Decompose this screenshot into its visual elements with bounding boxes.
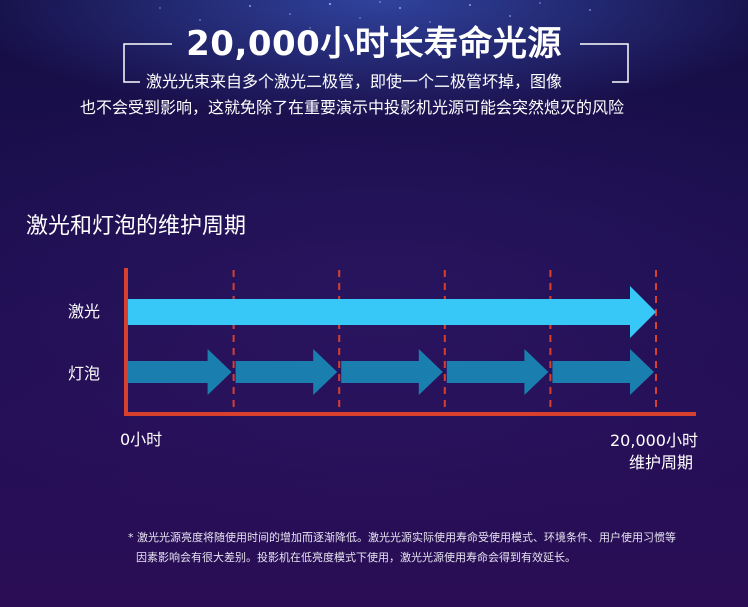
bulb-cycle-arrow bbox=[446, 349, 549, 395]
row-label-laser: 激光 bbox=[68, 302, 101, 321]
page-title: 20,000小时长寿命光源 bbox=[186, 24, 562, 64]
subtitle-line-2: 也不会受到影响，这就免除了在重要演示中投影机光源可能会突然熄灭的风险 bbox=[80, 98, 625, 117]
bulb-cycle-arrow bbox=[552, 349, 654, 395]
footnote: * 激光光源亮度将随使用时间的增加而逐渐降低。激光光源实际使用寿命受使用模式、环… bbox=[128, 528, 676, 568]
header: 20,000小时长寿命光源 激光光束来自多个激光二极管，即使一个二极管坏掉，图像… bbox=[0, 0, 748, 120]
axis-end-label-line2: 维护周期 bbox=[628, 453, 693, 472]
footnote-line-2: 因素影响会有很大差别。投影机在低亮度模式下使用，激光光源使用寿命会得到有效延长。 bbox=[136, 551, 576, 564]
footnote-line-1: * 激光光源亮度将随使用时间的增加而逐渐降低。激光光源实际使用寿命受使用模式、环… bbox=[128, 531, 676, 544]
bulb-cycle-arrow bbox=[341, 349, 443, 395]
title-frame-lines bbox=[123, 43, 629, 83]
axis-end-label: 20,000小时 维护周期 bbox=[610, 430, 698, 474]
bulb-cycle-arrow bbox=[235, 349, 338, 395]
section-title: 激光和灯泡的维护周期 bbox=[26, 214, 247, 239]
row-label-bulb: 灯泡 bbox=[68, 364, 101, 383]
bulb-cycle-arrow bbox=[128, 349, 232, 395]
laser-lifespan-arrow bbox=[128, 286, 656, 338]
axis-end-label-line1: 20,000小时 bbox=[610, 431, 698, 450]
axis-start-label: 0小时 bbox=[120, 430, 163, 449]
subtitle-line-1: 激光光束来自多个激光二极管，即使一个二极管坏掉，图像 bbox=[146, 72, 563, 91]
starfield-decoration bbox=[159, 1, 591, 31]
